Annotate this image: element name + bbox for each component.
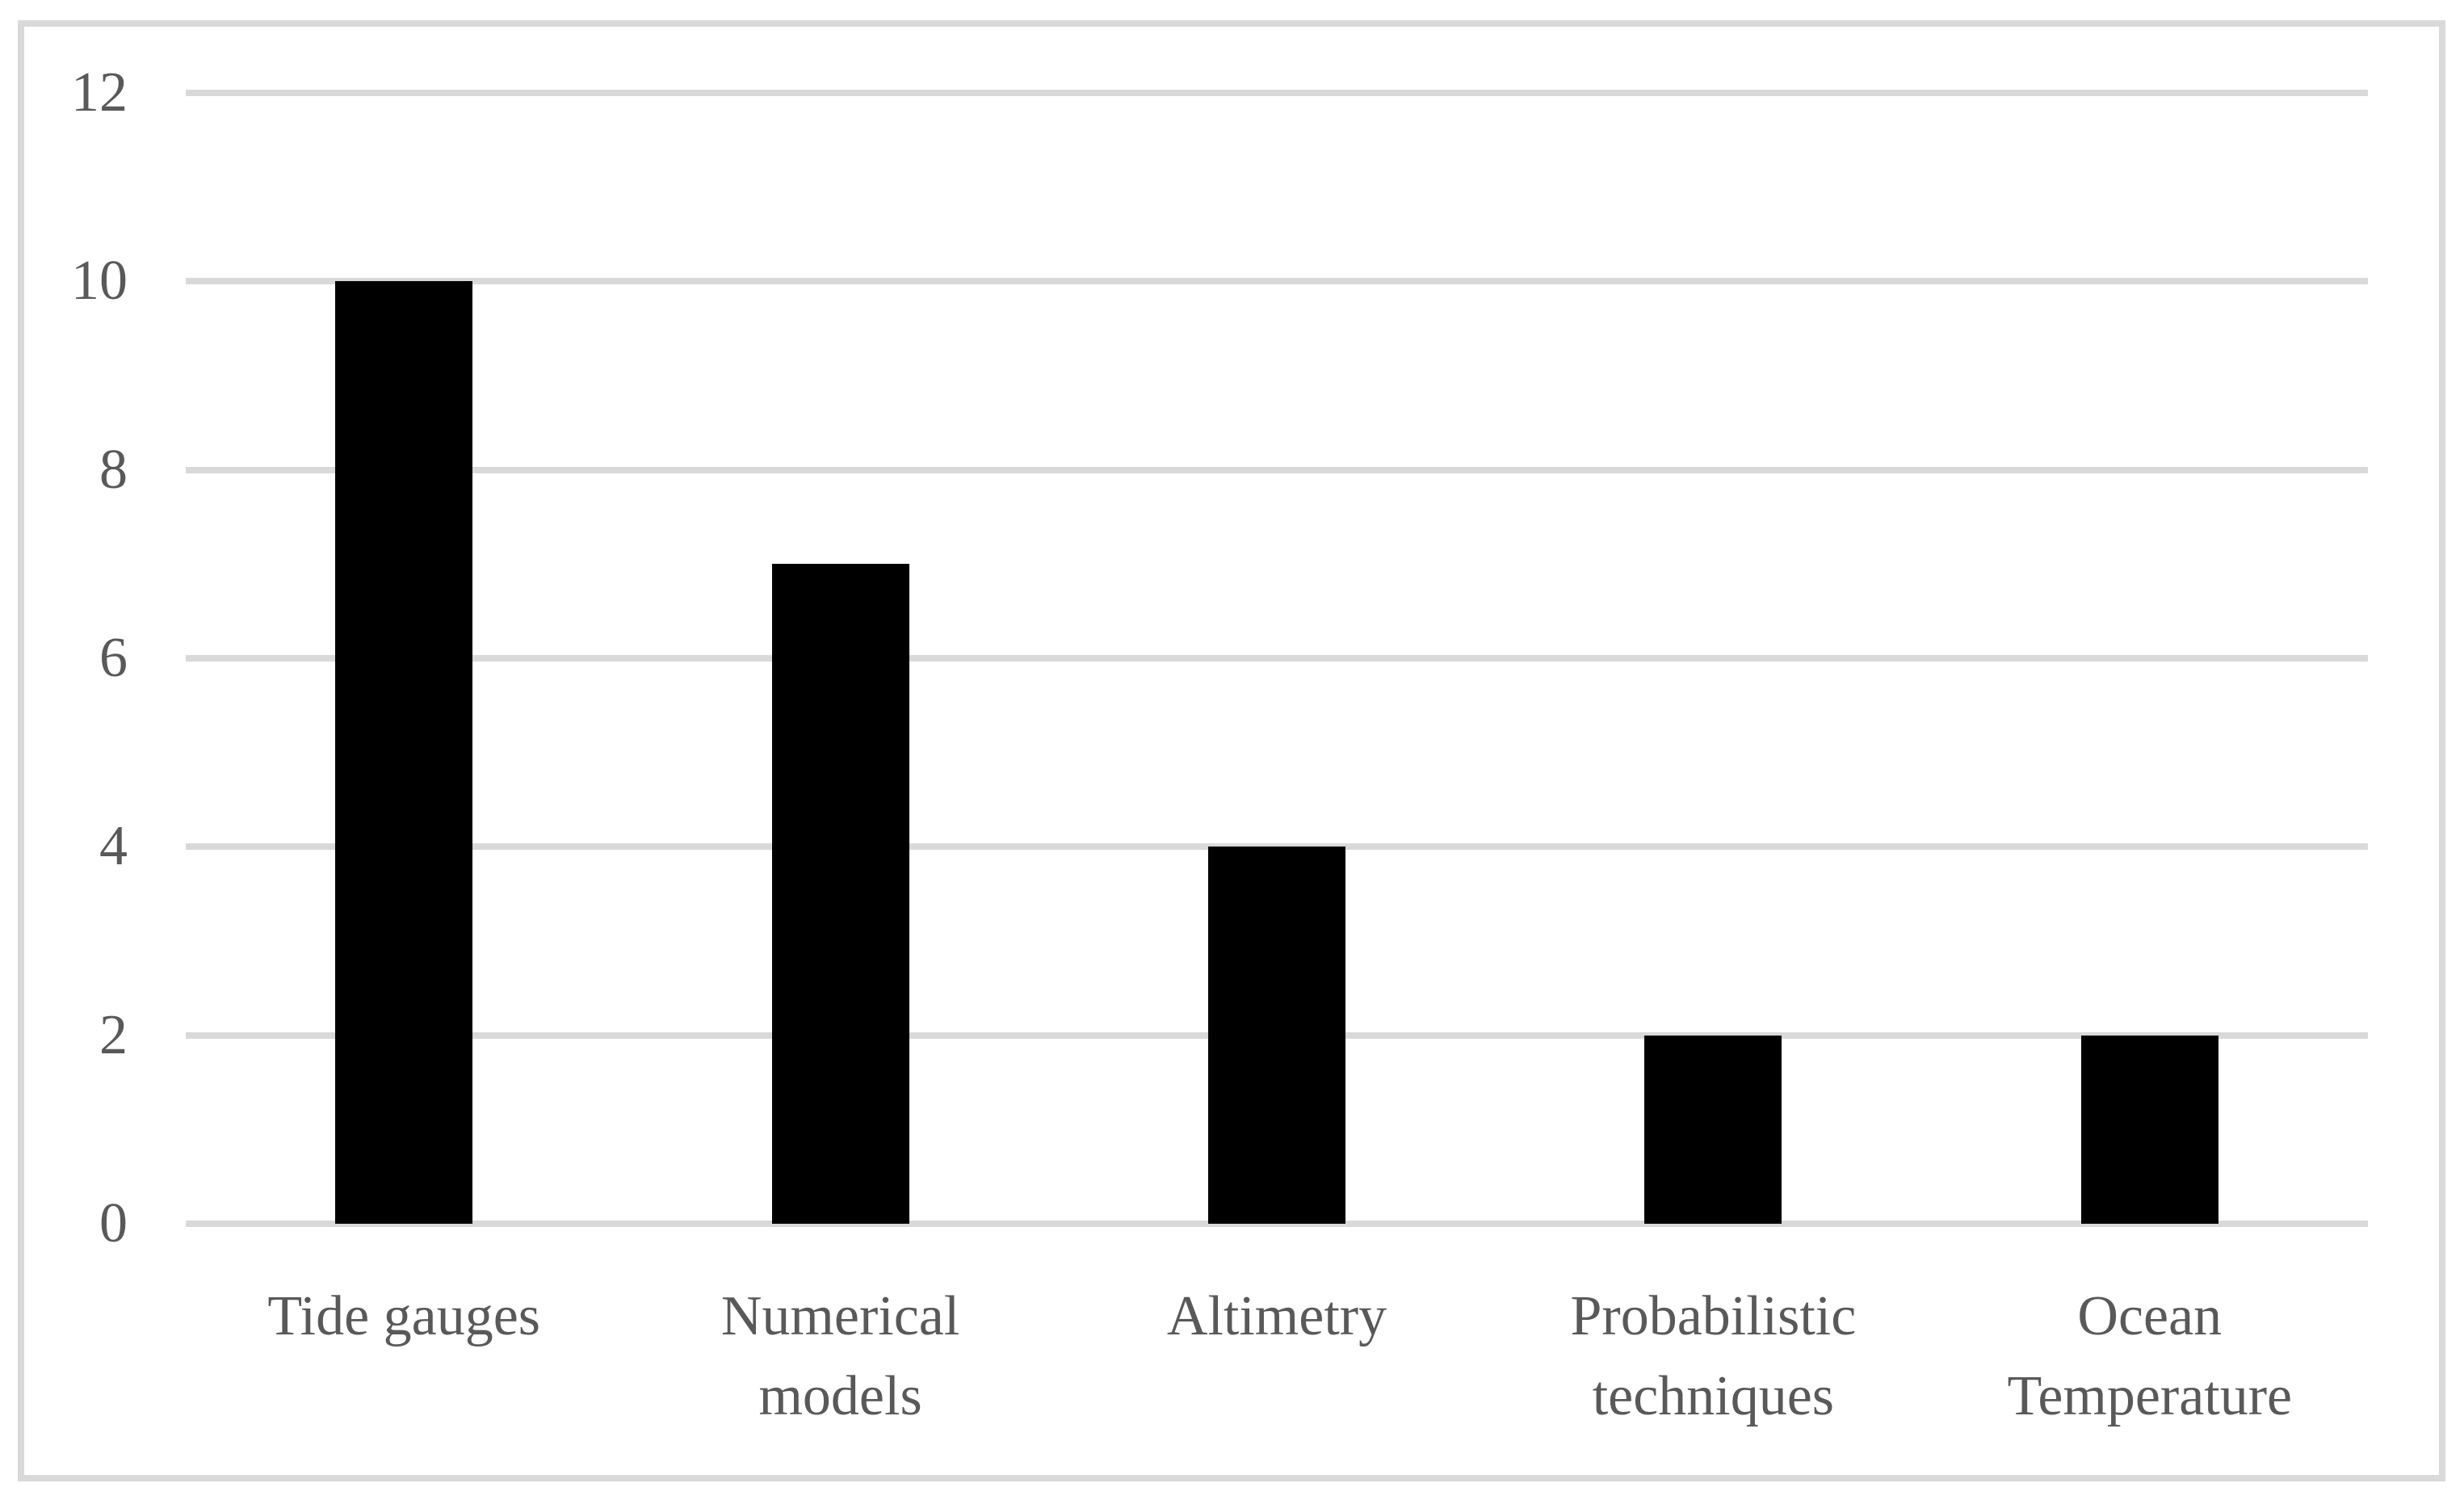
gridline-y-6 bbox=[186, 655, 2368, 662]
bar-tide-gauges bbox=[335, 281, 473, 1224]
gridline-y-8 bbox=[186, 466, 2368, 473]
y-axis-tick-label-12: 12 bbox=[71, 61, 128, 124]
y-axis-tick-label-2: 2 bbox=[99, 1003, 128, 1066]
x-axis-category-label-altimetry: Altimetry bbox=[1166, 1285, 1387, 1347]
y-axis-tick-label-6: 6 bbox=[99, 627, 128, 689]
chart-border bbox=[18, 20, 2445, 1481]
x-axis-category-label-tide-gauges: Tide gauges bbox=[267, 1285, 541, 1347]
bar-probabilistic-techniques bbox=[1644, 1035, 1782, 1224]
x-axis-category-label-ocean-temperature: Ocean Temperature bbox=[2007, 1285, 2293, 1427]
y-axis-tick-label-10: 10 bbox=[71, 250, 128, 313]
gridline-y-0 bbox=[186, 1221, 2368, 1227]
bar-altimetry bbox=[1208, 847, 1345, 1224]
x-axis-category-label-numerical-models: Numerical models bbox=[720, 1285, 960, 1427]
x-axis-category-label-probabilistic-techniques: Probabilistic techniques bbox=[1570, 1285, 1857, 1427]
bar-ocean-temperature bbox=[2080, 1035, 2218, 1224]
y-axis-tick-label-8: 8 bbox=[99, 438, 128, 501]
y-axis-tick-label-4: 4 bbox=[99, 815, 128, 878]
y-axis-tick-label-0: 0 bbox=[99, 1192, 128, 1254]
gridline-y-12 bbox=[186, 90, 2368, 96]
gridline-y-10 bbox=[186, 278, 2368, 285]
bar-numerical-models bbox=[771, 564, 909, 1224]
